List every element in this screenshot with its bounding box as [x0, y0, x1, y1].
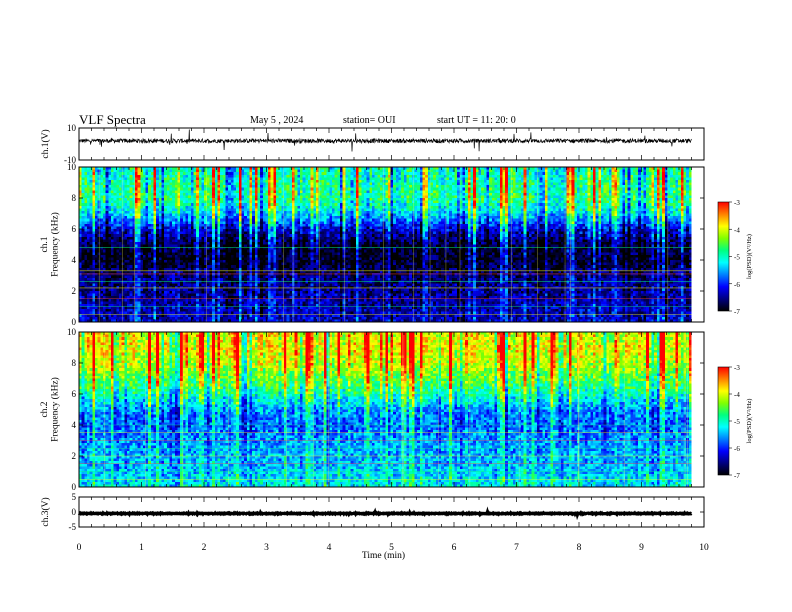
ch2-colorbar: -3 -4 -5 -6 -7 log(PSD)(V²/Hz)	[717, 364, 753, 480]
ch1-spectrogram-panel: 0 2 4 6 8 10 ch.1Frequency (kHz)	[40, 162, 705, 327]
ch2-spectrogram-panel: 0 2 4 6 8 10 ch.2Frequency (kHz)	[40, 327, 705, 492]
x-tick-label: 7	[514, 543, 519, 553]
y-tick-label: 8	[72, 193, 77, 203]
x-tick-label: 5	[389, 543, 394, 553]
start-time-label: start UT = 11: 20: 0	[437, 115, 516, 126]
y-tick-label: 5	[72, 492, 77, 502]
colorbar-tick-label: -3	[734, 199, 740, 207]
y-tick-label: -5	[69, 522, 77, 532]
figure-title: VLF Spectra	[79, 112, 146, 127]
colorbar-scale	[717, 366, 730, 476]
ch1-colorbar: -3 -4 -5 -6 -7 log(PSD)(V²/Hz)	[717, 199, 753, 316]
colorbar-scale	[717, 201, 730, 312]
y-tick-label: 0	[72, 482, 77, 492]
y-tick-label: 2	[72, 451, 77, 461]
x-tick-label: 3	[264, 543, 269, 553]
ch1-waveform-panel: 10 -10 ch.1(V)	[40, 123, 705, 165]
waveform-line	[79, 129, 692, 152]
y-tick-label: 2	[72, 286, 77, 296]
y-axis-label: ch.3(V)	[40, 497, 51, 526]
y-axis-label: ch.2Frequency (kHz)	[40, 377, 60, 442]
x-tick-label: 9	[639, 543, 644, 553]
y-tick-label: 0	[72, 317, 77, 327]
ch3-waveform-panel: 5 0 -5 ch.3(V)	[40, 492, 705, 532]
y-tick-label: 8	[72, 358, 77, 368]
spectrogram-image	[79, 167, 692, 322]
x-tick-label: 10	[699, 543, 709, 553]
colorbar-label: log(PSD)(V²/Hz)	[746, 399, 753, 444]
colorbar-tick-label: -6	[734, 281, 740, 289]
spectrogram-image	[79, 332, 692, 487]
x-tick-label: 6	[452, 543, 457, 553]
y-tick-label: 6	[72, 389, 77, 399]
x-tick-label: 2	[202, 543, 207, 553]
colorbar-tick-label: -4	[734, 226, 740, 234]
colorbar-tick-label: -7	[734, 308, 740, 316]
time-axis: 0 1 2 3 4 5 6 7 8 9 10 Time (min)	[77, 543, 709, 561]
colorbar-tick-label: -4	[734, 391, 740, 399]
date-label: May 5 , 2024	[250, 115, 304, 126]
station-label: station= OUI	[343, 115, 396, 126]
x-tick-label: 0	[77, 543, 82, 553]
x-tick-label: 8	[577, 543, 582, 553]
y-axis-label: ch.1(V)	[40, 129, 51, 158]
y-axis-label: ch.1Frequency (kHz)	[40, 212, 60, 277]
y-tick-label: 0	[72, 507, 77, 517]
colorbar-tick-label: -5	[734, 254, 740, 262]
colorbar-tick-label: -5	[734, 418, 740, 426]
colorbar-label: log(PSD)(V²/Hz)	[746, 234, 753, 279]
y-tick-label: 10	[67, 327, 77, 337]
y-tick-label: 4	[72, 255, 77, 265]
y-tick-label: 6	[72, 224, 77, 234]
colorbar-tick-label: -7	[734, 472, 740, 480]
x-tick-label: 4	[327, 543, 332, 553]
y-tick-label: 10	[67, 162, 77, 172]
colorbar-tick-label: -3	[734, 364, 740, 372]
waveform-line	[77, 506, 693, 521]
y-tick-label: 4	[72, 420, 77, 430]
x-axis-label: Time (min)	[362, 550, 405, 561]
y-tick-label: 10	[67, 123, 77, 133]
x-tick-label: 1	[139, 543, 144, 553]
colorbar-tick-label: -6	[734, 445, 740, 453]
y-tick-label: -10	[64, 155, 76, 165]
